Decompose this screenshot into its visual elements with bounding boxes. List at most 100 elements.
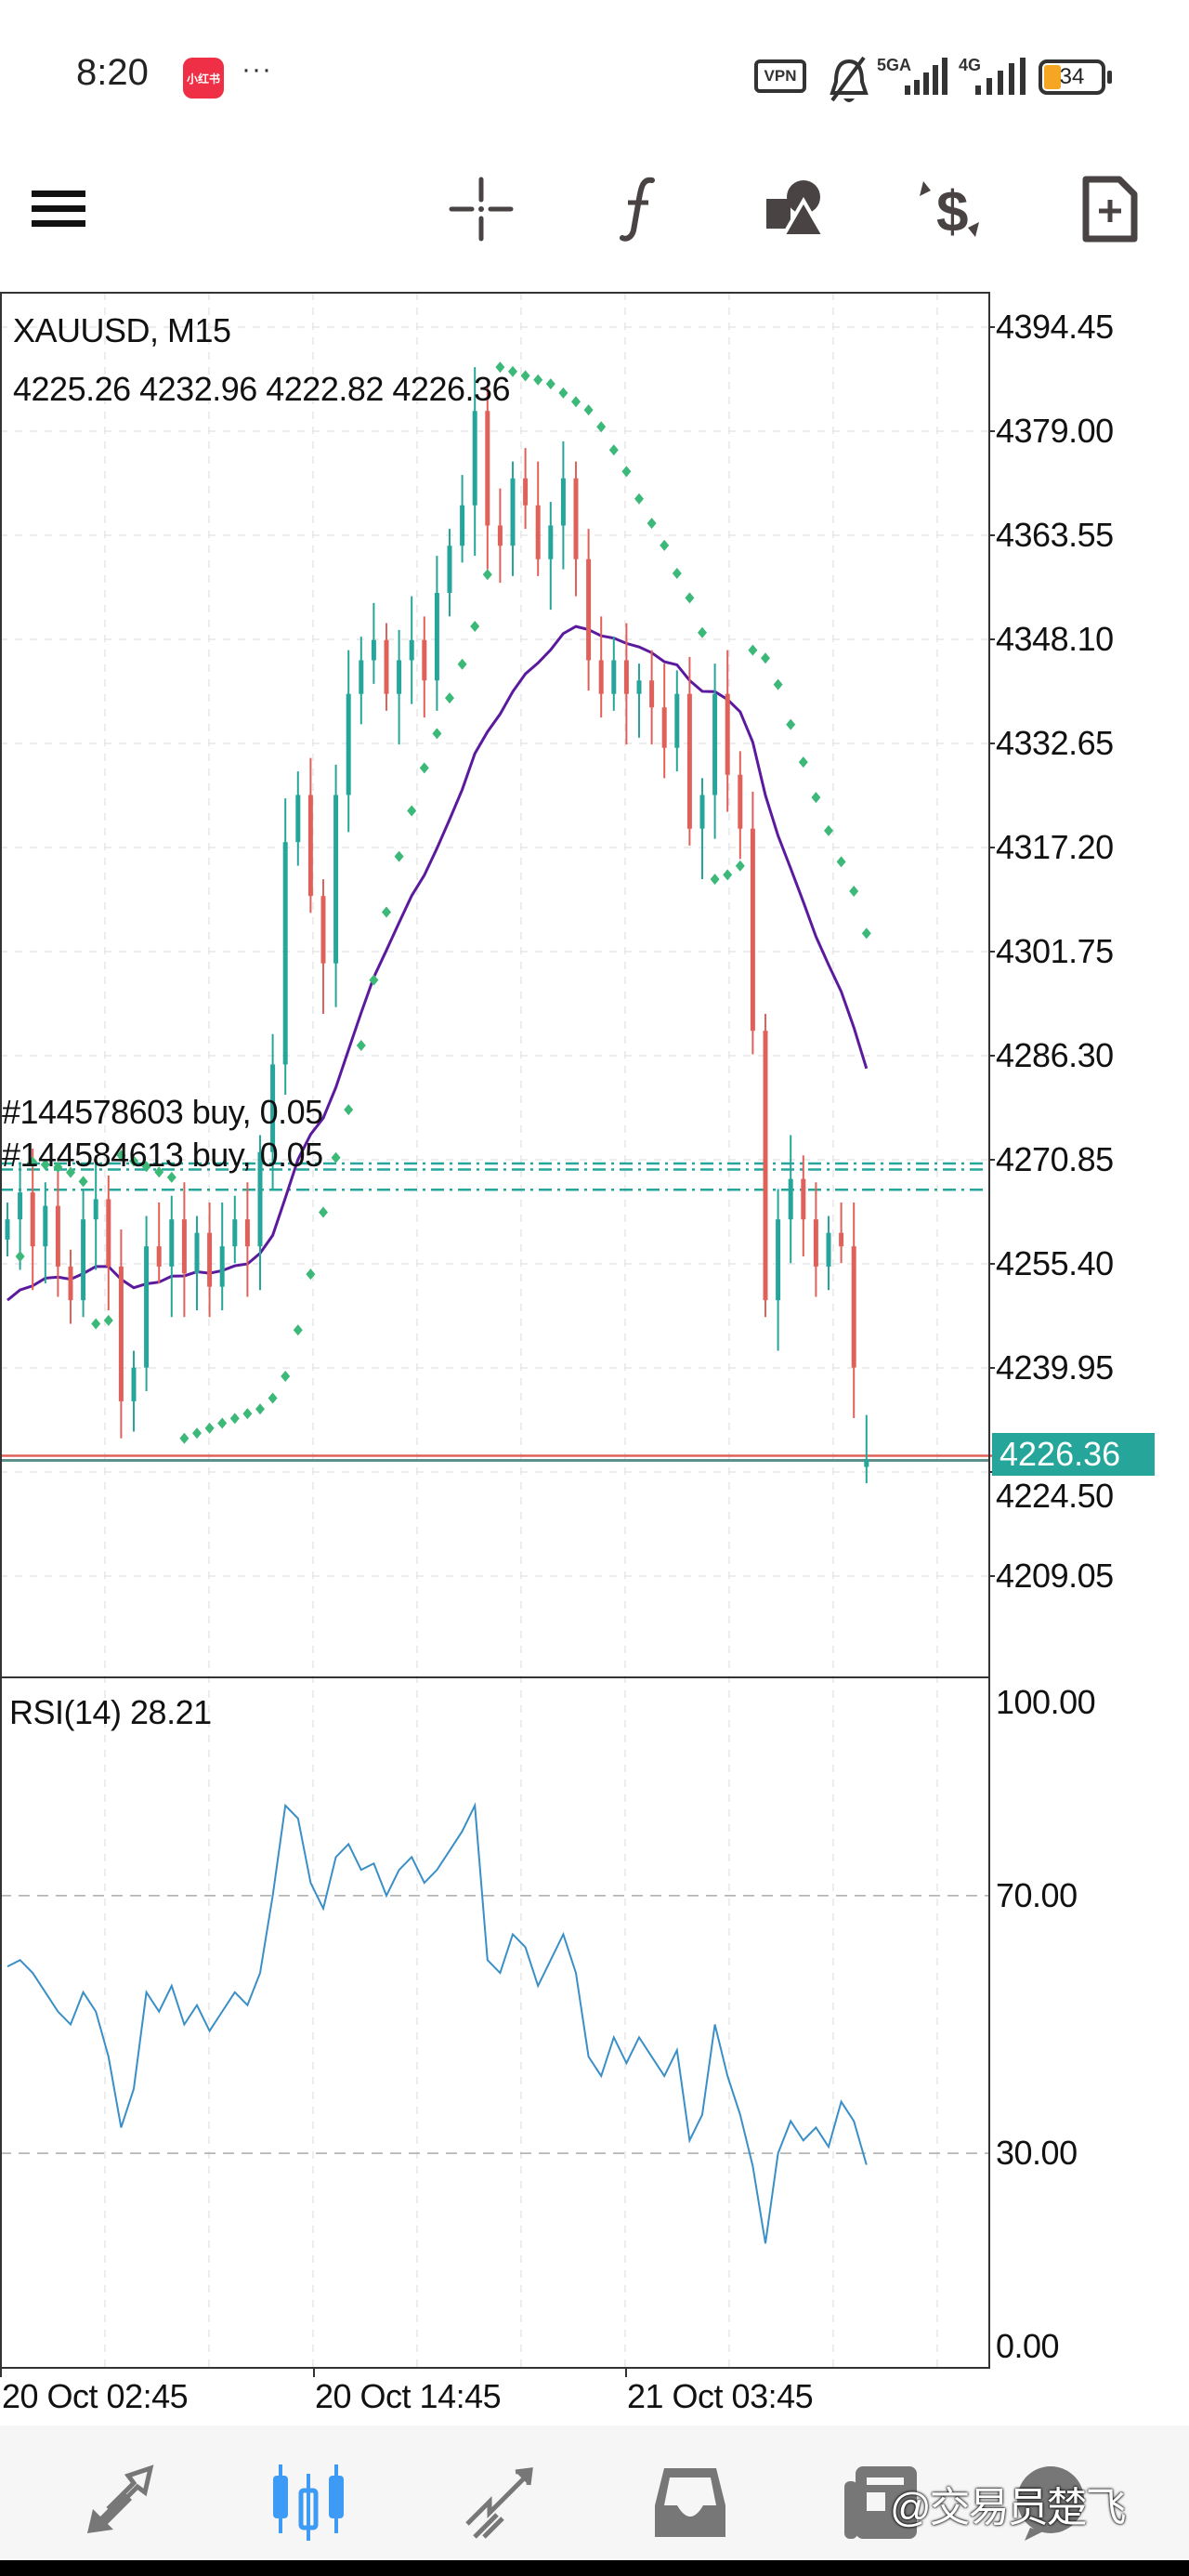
sar-dot [786, 718, 796, 730]
candle-body [194, 1232, 200, 1274]
quotes-icon [87, 2464, 154, 2533]
menu-icon [32, 191, 85, 227]
candle-body [55, 1205, 60, 1267]
sar-dot [129, 1155, 138, 1167]
sar-dot [660, 539, 670, 551]
crosshair-button[interactable] [444, 172, 518, 246]
candle-body [131, 1367, 137, 1401]
candle-body [661, 707, 667, 748]
new-order-button[interactable] [1073, 172, 1147, 246]
order-label[interactable]: #144578603 buy, 0.05 [2, 1093, 323, 1131]
sar-dot [482, 569, 492, 581]
sar-dot [281, 1371, 291, 1383]
sar-dot [685, 592, 695, 604]
news-icon [844, 2466, 917, 2539]
sar-dot [445, 692, 454, 704]
sar-dot [836, 856, 846, 868]
sar-dot [66, 1166, 75, 1178]
nav-chart[interactable] [269, 2463, 347, 2541]
sar-dot [116, 1150, 126, 1162]
nav-messages[interactable] [1012, 2463, 1090, 2541]
sar-dot [672, 567, 682, 579]
network-label-5ga: 5GA [877, 56, 912, 74]
rsi-tick-label: 100.00 [996, 1683, 1096, 1721]
indicators-button[interactable] [600, 172, 674, 246]
rsi-tick-label: 30.00 [996, 2134, 1078, 2173]
candle-body [674, 693, 680, 748]
candle-body [282, 842, 288, 1065]
sar-dot [861, 927, 871, 940]
nav-news[interactable] [843, 2463, 921, 2541]
menu-button[interactable] [22, 172, 97, 246]
candle-body [598, 660, 604, 694]
candle-body [181, 1219, 187, 1274]
time-tick-label: 20 Oct 02:45 [2, 2377, 189, 2415]
sar-dot [141, 1161, 151, 1173]
rsi-label: RSI(14) 28.21 [9, 1693, 212, 1731]
candle-body [447, 545, 452, 593]
sar-dot [723, 869, 733, 881]
objects-button[interactable] [758, 172, 832, 246]
sar-dot [432, 728, 442, 740]
sar-dot [331, 1151, 341, 1163]
nav-history[interactable] [651, 2463, 729, 2541]
candle-body [535, 505, 541, 559]
candle-body [623, 660, 629, 694]
sar-dot [394, 850, 404, 862]
nav-trade[interactable] [462, 2463, 540, 2541]
candle-body [207, 1232, 213, 1287]
battery-icon: 34 [1039, 59, 1105, 95]
candle-body [307, 795, 313, 897]
candle-body [346, 693, 351, 795]
sar-dot [419, 762, 429, 774]
sar-dot [583, 404, 594, 416]
sar-dot [91, 1318, 101, 1330]
chart-frame [0, 292, 995, 2377]
trade-icon [465, 2467, 533, 2539]
candle-body [43, 1205, 48, 1247]
time-tick-label: 20 Oct 14:45 [315, 2377, 502, 2415]
price-tick-label: 4379.00 [996, 412, 1114, 450]
candle-body [586, 559, 592, 661]
candle-body [422, 639, 427, 681]
candle-body [169, 1219, 175, 1267]
candle-body [371, 639, 376, 661]
order-label[interactable]: #144584613 buy, 0.05 [2, 1136, 323, 1174]
candle-body [548, 525, 554, 559]
candle-body [320, 896, 326, 964]
candle-body [30, 1192, 35, 1247]
sar-dot [15, 1251, 25, 1263]
candle-body [763, 1031, 768, 1301]
candle-body [839, 1232, 844, 1247]
notification-app-icon: 小红书 [183, 58, 224, 99]
candle-body [156, 1246, 162, 1267]
candle-body [219, 1246, 225, 1287]
candle-body [738, 774, 743, 829]
candle-body [384, 639, 389, 694]
sar-dot [192, 1427, 202, 1439]
objects-icon [766, 180, 828, 238]
trade-dollar-icon: $ [920, 180, 979, 244]
candle-body [699, 795, 705, 829]
candle-body [712, 693, 718, 795]
moving-average [7, 624, 869, 1302]
sar-dot [242, 1408, 253, 1420]
sar-dot [204, 1422, 215, 1434]
sar-dot [78, 1176, 88, 1188]
sar-dot [748, 644, 758, 656]
trade-button[interactable]: $ [912, 172, 986, 246]
price-tick-label: 4286.30 [996, 1036, 1114, 1074]
price-tick-label: 4348.10 [996, 620, 1114, 658]
plot-border [0, 292, 990, 2369]
rsi-line [7, 1802, 868, 2244]
network-label-4g: 4G [959, 56, 982, 74]
candle-body [257, 1151, 263, 1247]
candle-body [864, 1459, 869, 1467]
sar-dot [735, 860, 745, 872]
sar-dot [558, 387, 568, 399]
price-chart[interactable] [0, 0, 1189, 2425]
vpn-icon: VPN [754, 59, 806, 93]
nav-quotes[interactable] [80, 2463, 158, 2541]
price-tick-label: 4270.85 [996, 1140, 1114, 1178]
sar-dot [382, 906, 391, 918]
